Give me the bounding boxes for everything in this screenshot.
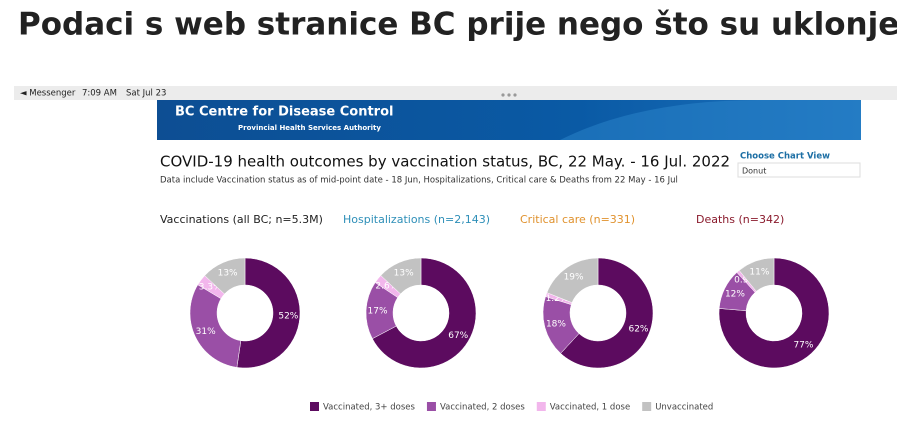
data-label: 3.3% <box>199 282 222 292</box>
donut-segment <box>236 257 301 369</box>
banner-title: BC Centre for Disease Control <box>175 105 393 120</box>
legend-label: Vaccinated, 2 doses <box>440 403 525 413</box>
legend-swatch <box>536 402 546 411</box>
donut-segment <box>718 257 830 369</box>
status-bar <box>14 86 897 100</box>
data-label: 12% <box>725 289 745 299</box>
legend-swatch <box>642 402 652 411</box>
legend-label: Vaccinated, 3+ doses <box>323 403 416 413</box>
donut-segment <box>189 284 242 368</box>
chart-title: Hospitalizations (n=2,143) <box>343 213 490 226</box>
data-label: 13% <box>394 269 414 279</box>
legend-label: Vaccinated, 1 dose <box>550 403 630 413</box>
legend-label: Unvaccinated <box>655 403 713 413</box>
chart-view-select[interactable] <box>737 162 861 178</box>
donut-segment <box>738 257 775 292</box>
data-label: 19% <box>564 272 584 282</box>
data-label: 31% <box>196 327 216 337</box>
data-label: 62% <box>628 324 648 334</box>
data-label: 1.2% <box>546 294 569 304</box>
donut-segment <box>546 257 599 303</box>
data-label: 17% <box>368 306 388 316</box>
data-label: 18% <box>546 320 566 330</box>
window-dots <box>501 93 517 97</box>
donut-segment <box>204 257 246 295</box>
chart-title: Critical care (n=331) <box>520 213 635 226</box>
subtitle: Data include Vaccination status as of mi… <box>160 176 678 186</box>
chart-title: Vaccinations (all BC; n=5.3M) <box>160 213 323 226</box>
banner-swoosh <box>560 100 861 140</box>
donut-segment <box>380 257 422 295</box>
donut-segment <box>560 257 654 369</box>
data-label: 67% <box>448 331 468 341</box>
data-label: 13% <box>218 269 238 279</box>
status-date: Sat Jul 23 <box>126 89 166 99</box>
title: COVID-19 health outcomes by vaccination … <box>160 153 730 171</box>
data-label: 0.9% <box>734 276 757 286</box>
control-label: Choose Chart View <box>740 152 830 162</box>
headline: Podaci s web stranice BC prije nego što … <box>18 7 897 43</box>
data-label: 52% <box>278 312 298 322</box>
data-label: 11% <box>749 268 769 278</box>
status-time: 7:09 AM <box>82 89 117 99</box>
status-app: ◄ Messenger <box>20 89 76 99</box>
legend-swatch <box>426 402 436 411</box>
data-label: 2.6% <box>375 282 398 292</box>
banner-subtitle: Provincial Health Services Authority <box>238 124 381 132</box>
control-value[interactable]: Donut <box>742 167 766 176</box>
donut-segment <box>372 257 477 369</box>
chart-title: Deaths (n=342) <box>696 213 784 226</box>
legend-swatch <box>310 402 319 411</box>
data-label: 77% <box>793 341 813 351</box>
